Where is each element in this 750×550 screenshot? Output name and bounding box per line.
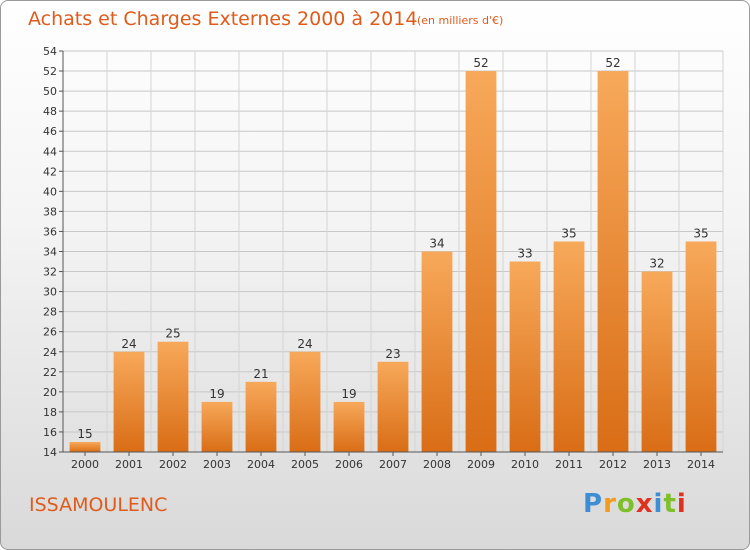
bar-2001 [113, 351, 145, 452]
data-label-2004: 21 [253, 367, 268, 381]
x-tick-label: 2002 [159, 458, 187, 471]
place-name: ISSAMOULENC [29, 494, 168, 516]
y-tick-label: 34 [43, 246, 57, 259]
logo-letter: i [676, 489, 687, 519]
bar-2000 [69, 441, 101, 452]
y-tick-label: 36 [43, 225, 57, 238]
x-tick-label: 2000 [71, 458, 99, 471]
y-tick-label: 20 [43, 386, 57, 399]
bar-2011 [553, 241, 585, 452]
y-tick-label: 28 [43, 306, 57, 319]
data-label-2014: 35 [693, 226, 708, 240]
data-label-2001: 24 [121, 337, 136, 351]
bar-2002 [157, 341, 189, 452]
y-tick-label: 50 [43, 85, 57, 98]
data-label-2000: 15 [77, 427, 92, 441]
data-label-2012: 52 [605, 56, 620, 70]
y-tick-label: 16 [43, 426, 57, 439]
data-label-2007: 23 [385, 347, 400, 361]
bar-2014 [685, 241, 717, 452]
y-tick-label: 40 [43, 185, 57, 198]
bar-2004 [245, 381, 277, 452]
data-label-2002: 25 [165, 327, 180, 341]
bar-2009 [465, 71, 497, 453]
x-tick-label: 2011 [555, 458, 583, 471]
x-tick-label: 2003 [203, 458, 231, 471]
x-tick-label: 2001 [115, 458, 143, 471]
y-tick-label: 24 [43, 346, 57, 359]
data-label-2010: 33 [517, 247, 532, 261]
logo-letter: o [616, 489, 636, 519]
logo-letter: i [653, 489, 664, 519]
y-tick-label: 26 [43, 326, 57, 339]
data-label-2008: 34 [429, 237, 444, 251]
chart-title: Achats et Charges Externes 2000 à 2014 [28, 8, 418, 30]
data-label-2009: 52 [473, 56, 488, 70]
y-tick-label: 46 [43, 125, 57, 138]
bar-2006 [333, 401, 365, 452]
proxiti-logo: Proxiti [583, 489, 687, 519]
x-tick-label: 2014 [687, 458, 715, 471]
x-tick-label: 2006 [335, 458, 363, 471]
bar-2008 [421, 251, 453, 452]
y-tick-label: 18 [43, 406, 57, 419]
x-tick-label: 2010 [511, 458, 539, 471]
bar-2007 [377, 361, 409, 452]
y-tick-label: 52 [43, 65, 57, 78]
chart-unit: (en milliers d'€) [417, 14, 504, 27]
x-tick-label: 2009 [467, 458, 495, 471]
bar-2003 [201, 401, 233, 452]
x-tick-label: 2004 [247, 458, 275, 471]
logo-letter: r [603, 489, 617, 519]
logo-letter: t [663, 489, 677, 519]
bar-2010 [509, 261, 541, 452]
data-label-2003: 19 [209, 387, 224, 401]
y-tick-label: 54 [43, 45, 57, 58]
y-tick-label: 44 [43, 145, 57, 158]
x-tick-label: 2008 [423, 458, 451, 471]
logo-letter: P [583, 489, 604, 519]
bar-2005 [289, 351, 321, 452]
x-tick-label: 2005 [291, 458, 319, 471]
data-label-2011: 35 [561, 226, 576, 240]
x-tick-label: 2012 [599, 458, 627, 471]
x-tick-label: 2007 [379, 458, 407, 471]
bar-2013 [641, 271, 673, 452]
y-tick-label: 38 [43, 205, 57, 218]
y-tick-label: 22 [43, 366, 57, 379]
data-label-2006: 19 [341, 387, 356, 401]
data-label-2013: 32 [649, 257, 664, 271]
y-tick-label: 48 [43, 105, 57, 118]
y-tick-label: 42 [43, 165, 57, 178]
y-tick-label: 32 [43, 266, 57, 279]
data-label-2005: 24 [297, 337, 312, 351]
logo-letter: x [635, 489, 654, 519]
y-tick-label: 30 [43, 286, 57, 299]
bar-2012 [597, 71, 629, 453]
y-tick-label: 14 [43, 446, 57, 459]
x-tick-label: 2013 [643, 458, 671, 471]
